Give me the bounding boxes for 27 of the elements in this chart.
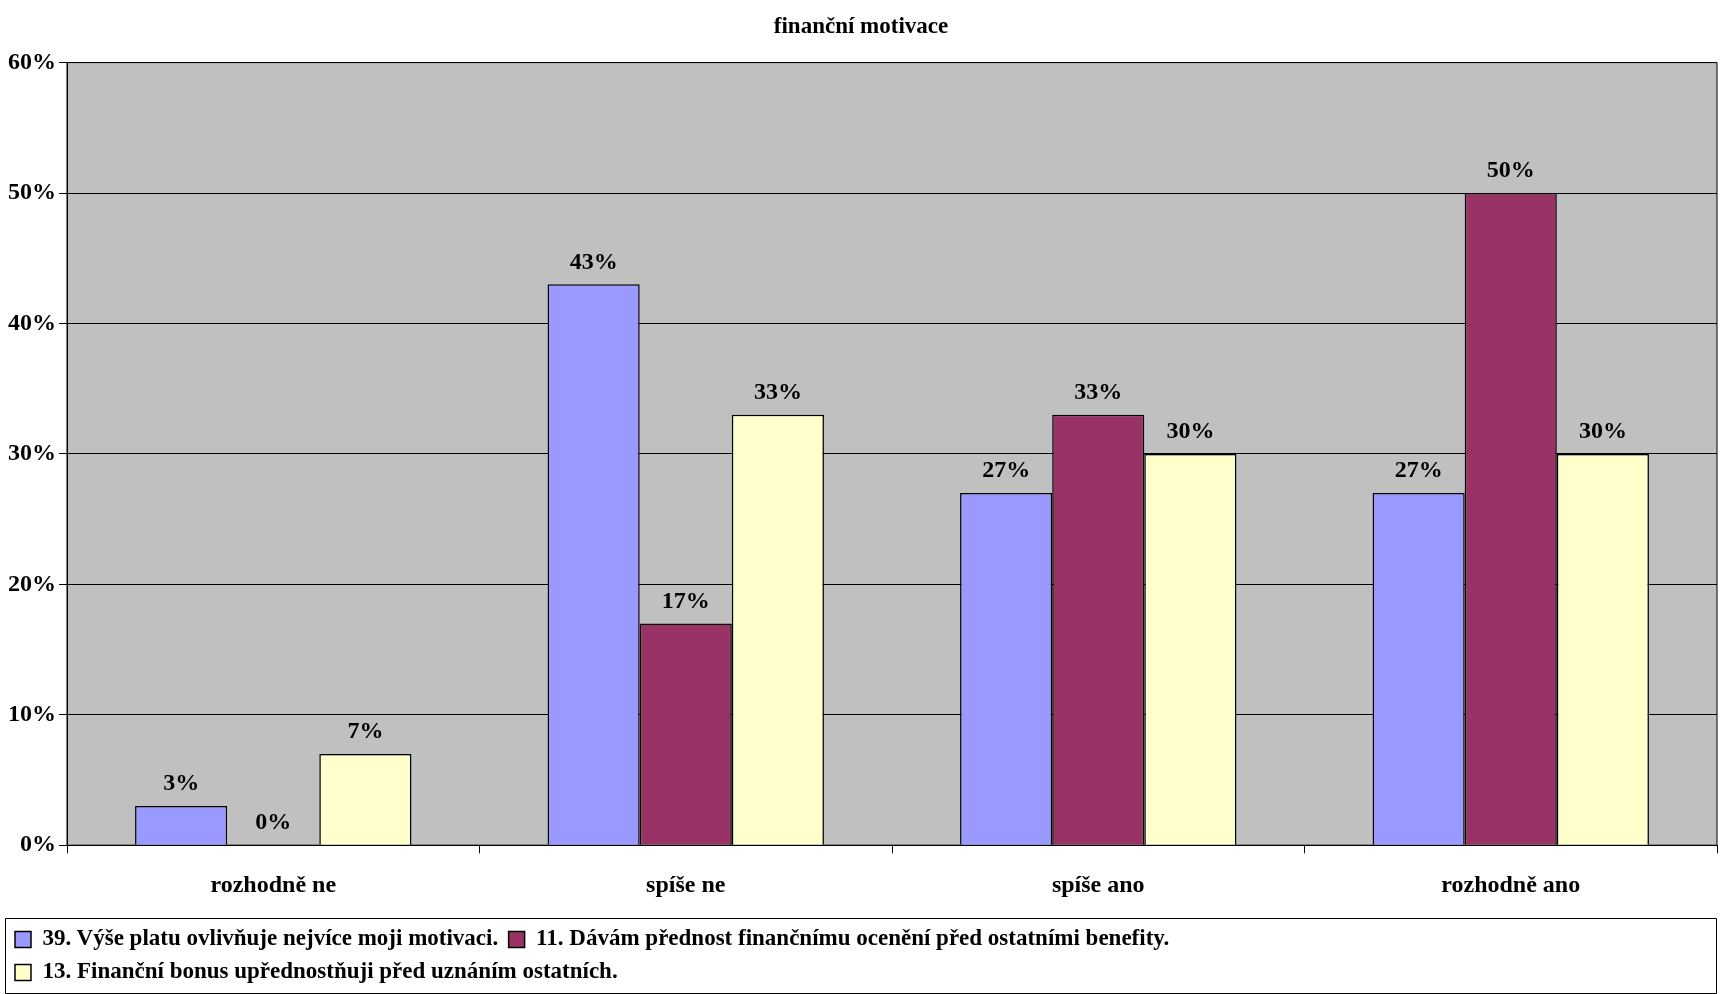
x-tick-label: rozhodně ne	[210, 870, 337, 897]
legend-label: 39. Výše platu ovlivňuje nejvíce moji motivaci.	[42, 925, 499, 951]
x-tick-label: spíše ne	[646, 870, 726, 897]
y-tick-label: 40%	[8, 308, 56, 335]
chart-title: finanční motivace	[773, 12, 949, 38]
data-label: 50%	[1486, 156, 1535, 183]
data-label: 33%	[753, 377, 802, 404]
data-label: 43%	[569, 247, 618, 274]
data-label: 7%	[347, 717, 384, 744]
legend-label: 13. Finanční bonus upřednostňuji před uznáním ostatních.	[42, 958, 618, 984]
data-label: 0%	[255, 808, 292, 835]
data-label: 3%	[163, 769, 200, 796]
data-label: 17%	[661, 586, 710, 613]
x-tick-label: rozhodně ano	[1441, 870, 1581, 897]
y-tick-label: 10%	[8, 699, 56, 726]
data-label: 27%	[1394, 456, 1443, 483]
data-label: 30%	[1578, 417, 1627, 444]
y-tick-label: 20%	[8, 569, 56, 596]
y-tick-label: 0%	[20, 830, 56, 857]
y-tick-label: 30%	[8, 439, 56, 466]
legend-label: 11. Dávám přednost finančnímu ocenění před ostatními benefity.	[536, 925, 1170, 951]
y-tick-label: 50%	[8, 178, 56, 205]
x-tick-label: spíše ano	[1051, 870, 1145, 897]
data-label: 30%	[1166, 417, 1215, 444]
y-tick-label: 60%	[8, 47, 56, 74]
data-label: 27%	[982, 456, 1031, 483]
data-label: 33%	[1074, 377, 1123, 404]
